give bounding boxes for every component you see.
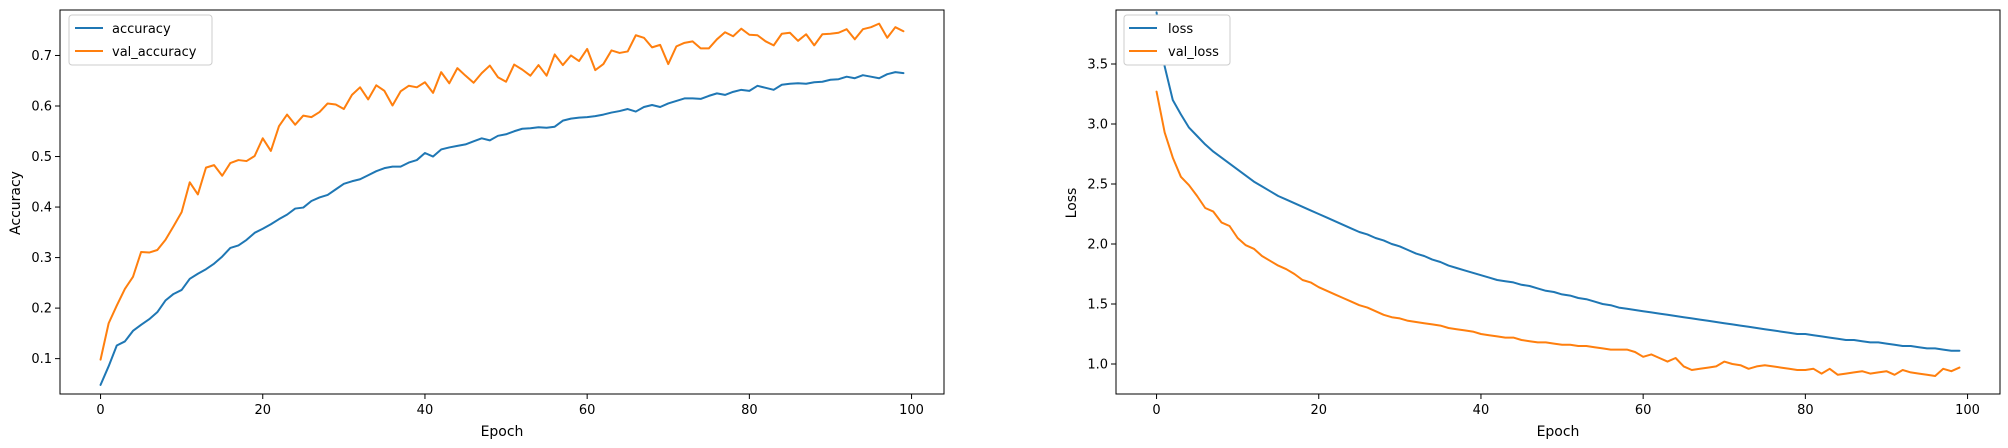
loss-y-axis-label: Loss [1064, 188, 1080, 219]
loss-axes-frame [1115, 9, 2001, 395]
loss-y-tick-label: 1.5 [1087, 298, 1108, 313]
accuracy-x-axis-label: Epoch [481, 424, 524, 440]
loss-y-tick-label: 1.0 [1087, 358, 1108, 373]
accuracy-y-tick-label: 0.2 [31, 302, 52, 317]
accuracy-legend-label-val-accuracy: val_accuracy [112, 45, 197, 60]
loss-x-tick-label: 80 [1797, 403, 1814, 418]
accuracy-y-tick-label: 0.1 [31, 352, 52, 367]
accuracy-legend-label-accuracy: accuracy [112, 22, 171, 37]
accuracy-y-tick-label: 0.3 [31, 251, 52, 266]
loss-plot-area: 0 20 40 60 80 100 1.0 1.5 2.0 2.5 3.0 3.5 [1087, 9, 2001, 418]
loss-chart: 0 20 40 60 80 100 1.0 1.5 2.0 2.5 3.0 3.5 Epoch Los… [1064, 9, 2001, 440]
accuracy-x-tick-label: 0 [96, 403, 104, 418]
loss-series-line-loss [1155, 11, 1961, 352]
accuracy-legend: accuracy val_accuracy [68, 14, 213, 66]
loss-y-tick-label: 2.5 [1087, 178, 1108, 193]
accuracy-x-tick-label: 20 [254, 403, 271, 418]
loss-x-tick-label: 60 [1635, 403, 1652, 418]
loss-legend-label-val-loss: val_loss [1168, 45, 1219, 60]
loss-legend: loss val_loss [1123, 14, 1231, 66]
accuracy-series-line-val-accuracy [99, 22, 905, 361]
loss-x-tick-label: 100 [1955, 403, 1980, 418]
loss-x-tick-label: 0 [1152, 403, 1160, 418]
accuracy-series-line-accuracy [99, 71, 905, 386]
accuracy-y-axis-label: Accuracy [8, 171, 24, 235]
loss-series-line-val-loss [1155, 90, 1961, 377]
loss-x-tick-label: 20 [1310, 403, 1327, 418]
accuracy-y-tick-label: 0.4 [31, 201, 52, 216]
loss-x-axis-label: Epoch [1537, 424, 1580, 440]
loss-y-tick-label: 3.5 [1087, 58, 1108, 73]
accuracy-x-tick-label: 80 [741, 403, 758, 418]
loss-y-tick-label: 3.0 [1087, 118, 1108, 133]
accuracy-x-tick-label: 40 [417, 403, 434, 418]
accuracy-plot-area: 0 20 40 60 80 100 0.1 0.2 0.3 0.4 0.5 0.6 0.7 [31, 9, 945, 418]
accuracy-axes-frame [59, 9, 945, 395]
loss-y-tick-label: 2.0 [1087, 238, 1108, 253]
accuracy-y-tick-label: 0.7 [31, 49, 52, 64]
accuracy-x-tick-label: 60 [579, 403, 596, 418]
loss-x-tick-label: 40 [1473, 403, 1490, 418]
accuracy-y-tick-label: 0.5 [31, 150, 52, 165]
accuracy-legend-frame [68, 14, 213, 66]
accuracy-x-tick-label: 100 [899, 403, 924, 418]
accuracy-y-tick-label: 0.6 [31, 100, 52, 115]
loss-legend-label-loss: loss [1168, 22, 1193, 37]
